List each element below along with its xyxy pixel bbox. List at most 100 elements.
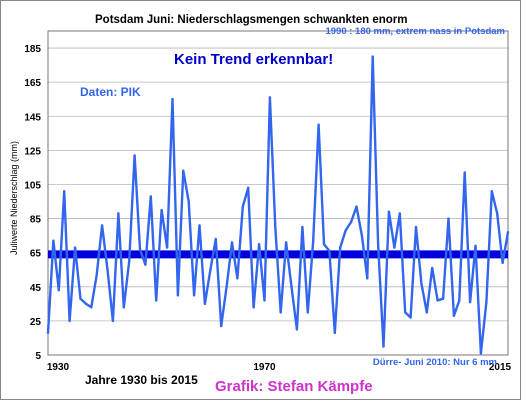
data-point <box>431 266 434 270</box>
data-point <box>501 261 504 265</box>
data-point <box>485 300 488 304</box>
data-point <box>111 319 115 323</box>
data-point <box>46 331 50 335</box>
y-axis-ticks: 5 25 45 65 85 105 125 145 165 185 <box>24 44 41 362</box>
data-point <box>68 319 71 323</box>
data-point <box>328 249 331 253</box>
precipitation-series-line <box>46 55 510 355</box>
data-point <box>182 169 185 173</box>
data-point <box>192 294 196 297</box>
data-point <box>144 263 147 266</box>
x-axis-label: Jahre 1930 bis 2015 <box>85 373 198 387</box>
data-point <box>138 248 142 251</box>
data-point <box>279 311 282 314</box>
x-tick-label: 1970 <box>253 362 276 373</box>
data-points <box>46 55 510 355</box>
data-point <box>458 299 461 302</box>
credit-annotation: Grafik: Stefan Kämpfe <box>215 378 373 395</box>
data-point <box>160 208 163 212</box>
data-point <box>398 212 401 215</box>
data-point <box>387 210 391 213</box>
data-point <box>355 205 358 208</box>
data-point <box>90 306 93 309</box>
y-tick-label: 85 <box>30 215 42 226</box>
data-point <box>425 311 429 314</box>
data-point <box>301 225 304 229</box>
data-point <box>322 242 326 246</box>
data-point <box>490 190 493 193</box>
data-point <box>420 282 423 285</box>
data-point <box>176 294 180 297</box>
min-annotation: Dürre- Juni 2010: Nur 6 mm <box>373 357 497 368</box>
data-point <box>122 306 125 309</box>
data-point <box>198 224 201 227</box>
data-point <box>366 277 369 280</box>
data-point <box>495 212 499 215</box>
data-point <box>247 186 250 190</box>
y-axis-label: Juliwerte Niederschlag (mm) <box>9 141 19 255</box>
data-point <box>468 300 472 304</box>
data-point <box>393 246 396 249</box>
data-point <box>127 260 131 263</box>
data-point <box>214 237 217 241</box>
y-tick-label: 165 <box>24 78 41 89</box>
data-point <box>506 231 510 234</box>
data-point <box>236 277 239 280</box>
max-annotation: 1990 : 180 mm, extrem nass in Potsdam <box>325 26 505 37</box>
data-point <box>203 302 207 306</box>
data-point <box>155 299 158 302</box>
data-point <box>403 311 407 314</box>
data-point <box>344 229 347 232</box>
data-point <box>257 242 261 246</box>
data-point <box>284 241 288 244</box>
chart-title: Potsdam Juni: Niederschlagsmengen schwan… <box>95 14 408 26</box>
no-trend-annotation: Kein Trend erkennbar! <box>174 51 333 68</box>
data-point <box>106 268 109 271</box>
x-axis-ticks: 1930 1970 2015 <box>47 362 512 373</box>
source-annotation: Daten: PIK <box>80 85 141 99</box>
data-point <box>225 285 228 288</box>
data-point <box>441 297 445 300</box>
data-point <box>209 268 212 271</box>
x-tick-label: 2015 <box>489 362 512 373</box>
data-point <box>95 273 98 277</box>
data-point <box>376 242 380 246</box>
y-tick-label: 125 <box>24 146 41 157</box>
data-point <box>479 352 483 355</box>
data-point <box>274 225 277 229</box>
data-point <box>171 98 174 101</box>
data-point <box>57 289 61 292</box>
data-point <box>333 331 337 335</box>
data-point <box>230 241 234 244</box>
data-point <box>463 171 466 174</box>
data-point <box>382 345 385 348</box>
data-point <box>295 328 299 331</box>
data-point <box>73 246 77 249</box>
data-point <box>263 299 266 302</box>
data-point <box>447 217 450 220</box>
data-point <box>290 285 293 288</box>
data-point <box>165 246 169 249</box>
data-point <box>79 297 82 300</box>
data-point <box>100 224 104 227</box>
data-point <box>63 190 66 193</box>
data-point <box>252 306 255 309</box>
y-tick-label: 25 <box>30 317 42 328</box>
data-point <box>187 200 190 203</box>
y-tick-label: 5 <box>35 351 41 362</box>
plot-area <box>47 30 509 356</box>
data-point <box>317 123 320 126</box>
y-tick-label: 65 <box>30 249 42 260</box>
data-point <box>339 246 342 249</box>
data-point <box>52 239 55 242</box>
data-point <box>474 244 477 248</box>
data-point <box>306 311 309 314</box>
data-point <box>311 239 315 242</box>
data-point <box>219 324 223 328</box>
data-point <box>241 205 245 208</box>
data-point <box>117 212 120 215</box>
data-point <box>414 225 418 229</box>
y-tick-label: 145 <box>24 112 41 123</box>
